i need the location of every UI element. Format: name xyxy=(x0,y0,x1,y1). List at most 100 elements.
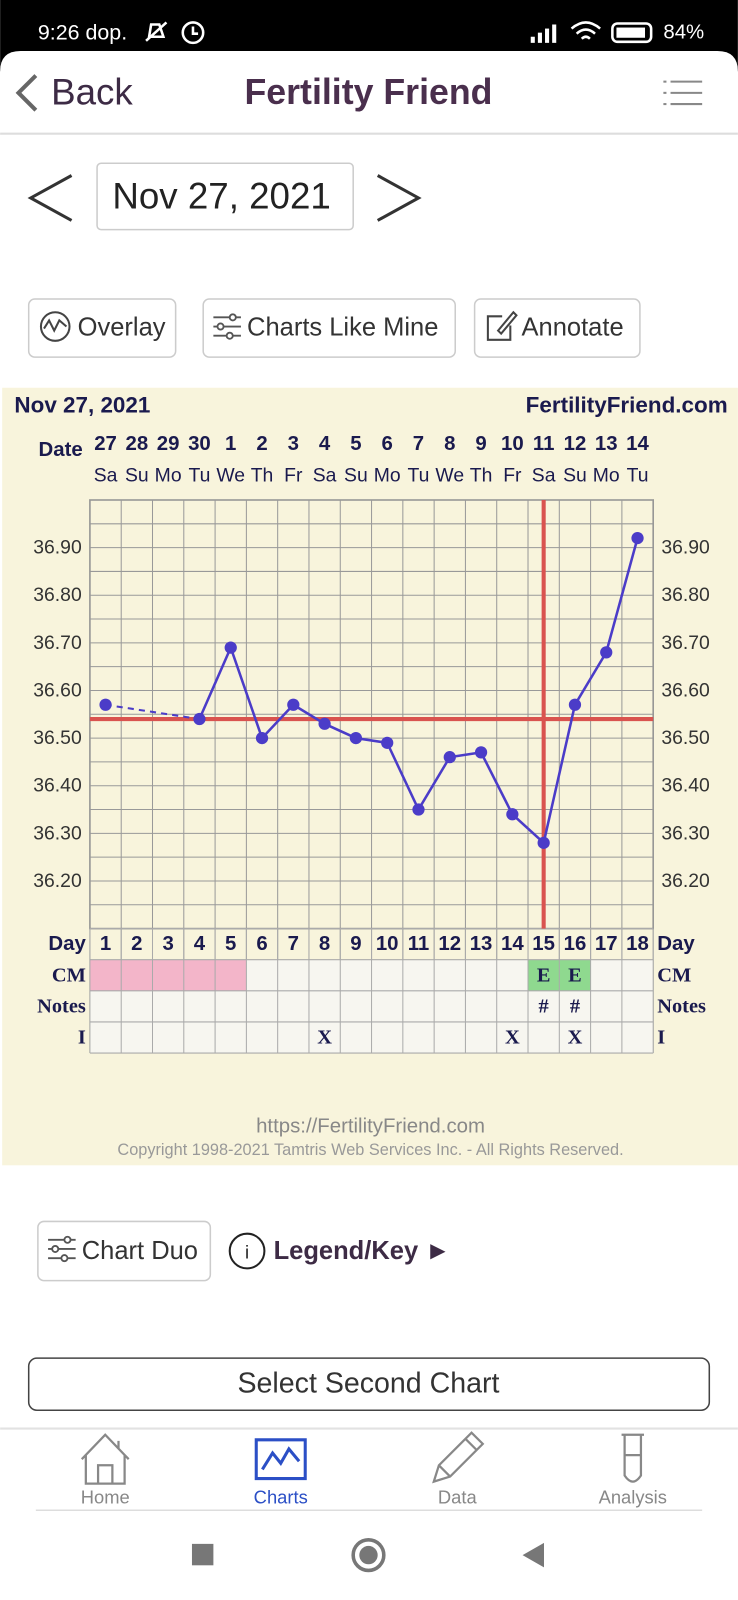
cycle-day: 15 xyxy=(532,933,555,955)
chart-copyright: Copyright 1998-2021 Tamtris Web Services… xyxy=(117,1141,623,1159)
cycle-day: 10 xyxy=(376,933,399,955)
button-label: Annotate xyxy=(522,314,624,342)
temperature-point xyxy=(506,808,519,821)
cycle-day: 5 xyxy=(225,933,236,955)
day-row-label: Day xyxy=(48,933,86,955)
row-label: Notes xyxy=(37,995,86,1017)
temperature-point xyxy=(568,698,582,711)
bbt-chart: 36.20 36.20 36.30 36.30 36.40 36.40 36.50 36.50… xyxy=(33,433,710,1054)
day-row-label-right: Day xyxy=(657,933,695,955)
date-value: Nov 27, 2021 xyxy=(112,175,330,216)
weekday-label: Sa xyxy=(532,465,556,487)
date-label: 13 xyxy=(595,433,618,455)
weekday-label: Tu xyxy=(408,465,430,487)
nav-item[interactable]: Data xyxy=(438,1486,478,1507)
temperature-point xyxy=(349,731,363,745)
weekday-label: Sa xyxy=(94,465,118,487)
period-cell xyxy=(215,959,247,991)
nav-labels: Home Charts Data Analysis xyxy=(81,1486,667,1507)
date-row-label: Date xyxy=(39,439,83,461)
cycle-day: 13 xyxy=(470,933,493,955)
cycle-day: 6 xyxy=(256,933,267,955)
app-title: Fertility Friend xyxy=(244,72,492,112)
cycle-day: 8 xyxy=(319,933,330,955)
prev-date-button[interactable] xyxy=(27,174,73,222)
next-date-button[interactable] xyxy=(376,174,422,222)
chart-duo-button[interactable]: Chart Duo xyxy=(37,1220,212,1282)
y-tick-label-right: 36.80 xyxy=(661,584,710,606)
y-tick-label-right: 36.30 xyxy=(661,822,710,844)
temperature-point xyxy=(474,746,488,759)
menu-button[interactable] xyxy=(663,80,703,106)
row-cell: # xyxy=(570,995,580,1017)
gap-connector xyxy=(105,703,200,721)
weekday-label: We xyxy=(435,465,464,487)
chart-date: Nov 27, 2021 xyxy=(14,393,150,418)
date-label: 4 xyxy=(319,433,331,455)
cycle-day: 1 xyxy=(100,933,111,955)
date-label: 11 xyxy=(533,433,555,455)
temperature-point xyxy=(318,717,331,730)
recents-button[interactable] xyxy=(191,1543,214,1566)
temperature-point xyxy=(224,641,237,654)
date-label: 8 xyxy=(444,433,455,455)
button-label: Charts Like Mine xyxy=(247,314,438,342)
weekday-label: Th xyxy=(251,465,274,487)
weekday-label: Tu xyxy=(627,465,649,487)
row-label: I xyxy=(78,1027,86,1049)
status-icons xyxy=(145,21,653,45)
date-label: 29 xyxy=(157,433,180,455)
row-cell: # xyxy=(539,995,549,1017)
charts-like-mine-button[interactable]: Charts Like Mine xyxy=(202,298,456,358)
nav-item[interactable]: Charts xyxy=(254,1486,308,1507)
weekday-label: Fr xyxy=(284,465,303,487)
date-label: 3 xyxy=(288,433,299,455)
weekday-label: Mo xyxy=(593,465,620,487)
temperature-point xyxy=(443,751,456,764)
back-label: Back xyxy=(51,71,133,112)
y-tick-label-right: 36.20 xyxy=(661,870,710,892)
cycle-day: 18 xyxy=(626,933,649,955)
legend-key-link[interactable]: i Legend/Key ► xyxy=(228,1232,451,1270)
back-system-button[interactable] xyxy=(522,1542,544,1568)
weekday-label: Su xyxy=(344,465,368,487)
cycle-day: 16 xyxy=(564,933,587,955)
weekday-label: Su xyxy=(125,465,149,487)
y-tick-label: 36.70 xyxy=(33,632,82,654)
chart-url: https://FertilityFriend.com xyxy=(256,1116,485,1138)
row-cell: X xyxy=(317,1027,332,1049)
period-cell xyxy=(183,959,216,991)
fertile-cell xyxy=(559,959,591,991)
nav-item[interactable]: Home xyxy=(81,1486,130,1507)
status-time: 9:26 dop. xyxy=(38,21,127,45)
overlay-button[interactable]: Overlay xyxy=(27,298,177,358)
row-label-right: CM xyxy=(657,964,691,986)
cycle-day: 3 xyxy=(162,933,173,955)
button-label: Chart Duo xyxy=(82,1237,198,1265)
date-label: 1 xyxy=(225,433,236,455)
y-tick-label: 36.90 xyxy=(33,537,82,559)
annotate-button[interactable]: Annotate xyxy=(473,298,641,358)
y-tick-label-right: 36.40 xyxy=(661,775,710,797)
date-label: 7 xyxy=(413,433,424,455)
fertile-cell xyxy=(528,959,560,991)
date-field[interactable] xyxy=(96,162,354,231)
select-second-chart-button[interactable]: Select Second Chart xyxy=(27,1357,711,1411)
weekday-label: Th xyxy=(470,465,493,487)
temperature-point xyxy=(99,698,112,711)
row-label-right: Notes xyxy=(657,995,706,1017)
temperature-point xyxy=(537,836,550,849)
y-tick-label-right: 36.70 xyxy=(661,632,710,654)
row-label-right: I xyxy=(657,1027,665,1049)
weekday-label: Fr xyxy=(503,465,522,487)
back-button[interactable]: Back xyxy=(15,71,133,112)
nav-item[interactable]: Analysis xyxy=(599,1486,667,1507)
date-label: 5 xyxy=(350,433,361,455)
nav-icons xyxy=(80,1431,644,1485)
cycle-day: 4 xyxy=(194,933,206,955)
row-cell: E xyxy=(537,964,551,986)
cycle-day: 7 xyxy=(288,933,299,955)
home-button[interactable] xyxy=(351,1538,386,1573)
